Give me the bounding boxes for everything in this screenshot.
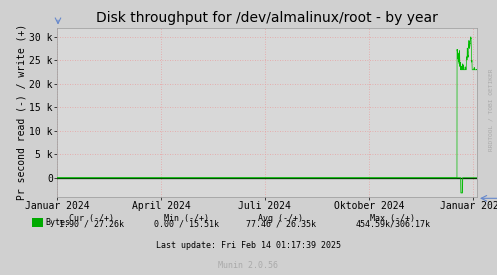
Y-axis label: Pr second read (-) / write (+): Pr second read (-) / write (+) xyxy=(17,24,27,200)
Text: Max (-/+): Max (-/+) xyxy=(370,214,415,223)
Text: Bytes: Bytes xyxy=(46,218,71,227)
Text: Min (-/+): Min (-/+) xyxy=(164,214,209,223)
Text: 0.00 / 15.51k: 0.00 / 15.51k xyxy=(154,220,219,229)
Text: Munin 2.0.56: Munin 2.0.56 xyxy=(219,261,278,270)
Text: 1.90 / 27.26k: 1.90 / 27.26k xyxy=(60,220,124,229)
Text: 454.59k/306.17k: 454.59k/306.17k xyxy=(355,220,430,229)
Title: Disk throughput for /dev/almalinux/root - by year: Disk throughput for /dev/almalinux/root … xyxy=(96,11,438,25)
Text: RRDTOOL / TOBI OETIKER: RRDTOOL / TOBI OETIKER xyxy=(489,69,494,151)
Text: Last update: Fri Feb 14 01:17:39 2025: Last update: Fri Feb 14 01:17:39 2025 xyxy=(156,241,341,249)
Text: Cur (-/+): Cur (-/+) xyxy=(70,214,114,223)
Text: Avg (-/+): Avg (-/+) xyxy=(258,214,303,223)
Text: 77.46 / 26.35k: 77.46 / 26.35k xyxy=(246,220,316,229)
